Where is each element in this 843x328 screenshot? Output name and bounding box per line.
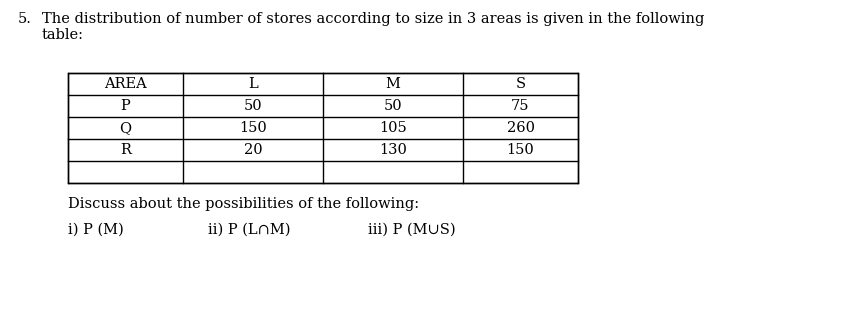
Text: P: P [121,99,131,113]
Text: table:: table: [42,28,84,42]
Text: 130: 130 [379,143,407,157]
Text: M: M [385,77,400,91]
Text: i) P (M): i) P (M) [68,223,124,237]
Text: 75: 75 [511,99,529,113]
Text: 20: 20 [244,143,262,157]
Text: L: L [248,77,258,91]
Bar [68,73,578,183]
Text: AREA: AREA [105,77,147,91]
Text: Discuss about the possibilities of the following:: Discuss about the possibilities of the f… [68,197,419,211]
Text: Q: Q [120,121,132,135]
Text: ii) P (L∩M): ii) P (L∩M) [208,223,291,237]
Text: 105: 105 [379,121,407,135]
Text: 50: 50 [244,99,262,113]
Text: S: S [515,77,525,91]
Text: 150: 150 [239,121,267,135]
Text: iii) P (M∪S): iii) P (M∪S) [368,223,455,237]
Text: 260: 260 [507,121,534,135]
Text: The distribution of number of stores according to size in 3 areas is given in th: The distribution of number of stores acc… [42,12,705,26]
Text: 150: 150 [507,143,534,157]
Text: R: R [120,143,131,157]
Text: 5.: 5. [18,12,32,26]
Text: 50: 50 [384,99,402,113]
